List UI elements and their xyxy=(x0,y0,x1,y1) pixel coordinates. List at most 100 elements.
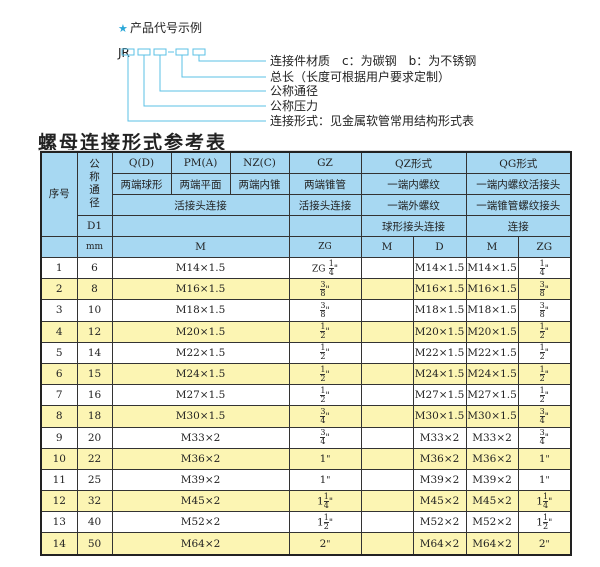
cell-dn: 22 xyxy=(76,447,113,470)
cell-zg: 3 8 " xyxy=(288,278,362,301)
header-nz: NZ(C) xyxy=(229,151,290,174)
cell-qz-d: M64×2 xyxy=(412,532,467,556)
table-row: 6 15 M24×1.5 1 2 " M24×1.5 M24×1.5 1 2 " xyxy=(40,362,572,386)
table-body: 1 6 M14×1.5 ZG 1 4 " M14×1.5 M14×1.5 1 4 " 2 8 M16×1.… xyxy=(40,256,572,556)
inch-mark: " xyxy=(544,391,549,402)
inch-mark: " xyxy=(325,433,330,444)
cell-qz-d: M45×2 xyxy=(412,490,467,513)
zg-numerator: 3 xyxy=(320,406,326,417)
cell-qz-d: M18×1.5 xyxy=(412,299,467,322)
cell-qg-m: M24×1.5 xyxy=(465,362,519,386)
zg-denominator: 8 xyxy=(539,309,545,319)
cell-dn: 32 xyxy=(76,490,113,513)
zg-whole: 1 xyxy=(536,516,543,529)
zg-denominator: 8 xyxy=(539,288,545,298)
inch-mark: " xyxy=(544,412,549,423)
zg-denominator: 2 xyxy=(539,352,545,362)
cell-m: M45×2 xyxy=(111,490,290,513)
table-row: 14 50 M64×2 2" M64×2 M64×2 2" xyxy=(40,532,572,556)
header-qz-ball: 球形接头连接 xyxy=(360,215,467,237)
inch-mark: " xyxy=(325,391,330,402)
cell-no: 7 xyxy=(40,384,78,407)
cell-qg-zg: 1 2 " xyxy=(517,320,572,343)
cell-qg-zg: 3 4 " xyxy=(517,405,572,428)
cell-qz-d: M30×1.5 xyxy=(412,405,467,428)
cell-no: 3 xyxy=(40,299,78,322)
inch-mark: " xyxy=(328,518,333,529)
zg-numerator: 3 xyxy=(320,279,326,290)
header-qg-connect: 连接 xyxy=(465,215,572,237)
cell-qz-m xyxy=(360,447,414,470)
zg-denominator: 4 xyxy=(320,437,326,447)
inch-mark: " xyxy=(548,497,553,508)
zg-whole: 2 xyxy=(538,537,546,550)
zg-denominator: 4 xyxy=(539,415,545,425)
cell-dn: 10 xyxy=(76,299,113,322)
cell-qz-d: M33×2 xyxy=(412,426,467,449)
inch-mark: " xyxy=(328,497,333,508)
zg-numerator: 1 xyxy=(323,512,329,523)
zg-numerator: 3 xyxy=(320,300,326,311)
cell-zg: 1" xyxy=(288,468,362,492)
zg-whole: 2 xyxy=(319,537,327,550)
cell-zg: 1 2 " xyxy=(288,384,362,407)
table-row: 10 22 M36×2 1" M36×2 M36×2 1" xyxy=(40,447,572,470)
table-row: 13 40 M52×2 1 1 2 " M52×2 M52×2 1 1 2 " xyxy=(40,511,572,534)
inch-mark: " xyxy=(325,327,330,338)
cell-m: M39×2 xyxy=(111,468,290,492)
cell-qg-zg: 1" xyxy=(517,447,572,470)
header-qz: QZ形式 xyxy=(360,151,467,174)
cell-qz-m xyxy=(360,511,414,534)
inch-mark: " xyxy=(326,539,331,550)
inch-mark: " xyxy=(325,370,330,381)
inch-mark: " xyxy=(548,518,553,529)
cell-no: 8 xyxy=(40,405,78,428)
inch-mark: " xyxy=(545,454,550,465)
cell-m: M36×2 xyxy=(111,447,290,470)
cell-no: 13 xyxy=(40,511,78,534)
inch-mark: " xyxy=(333,264,339,275)
inch-mark: " xyxy=(544,285,549,296)
cell-no: 10 xyxy=(40,447,78,470)
header-gz-joint: 活接头连接 xyxy=(288,194,362,216)
cell-qg-zg: 1 4 " xyxy=(517,256,572,280)
cell-qz-d: M14×1.5 xyxy=(412,256,467,280)
zg-numerator: 3 xyxy=(539,300,545,311)
header-qg-desc: 一端内螺纹活接头 xyxy=(465,173,572,195)
inch-mark: " xyxy=(544,327,549,338)
cell-qg-m: M20×1.5 xyxy=(465,320,519,343)
zg-denominator: 2 xyxy=(320,394,326,404)
zg-denominator: 2 xyxy=(539,331,545,341)
zg-denominator: 4 xyxy=(539,437,545,447)
zg-denominator: 2 xyxy=(320,352,326,362)
cell-qz-d: M27×1.5 xyxy=(412,384,467,407)
nut-connection-table: 序号 公称通径 Q(D) PM(A) NZ(C) GZ QZ形式 QG形式 两端… xyxy=(40,151,572,556)
cell-m: M24×1.5 xyxy=(111,362,290,386)
zg-denominator: 4 xyxy=(542,500,549,510)
zg-numerator: 1 xyxy=(539,258,545,269)
inch-mark: " xyxy=(325,348,330,359)
zg-whole: 1 xyxy=(319,452,327,465)
zg-numerator: 3 xyxy=(320,428,326,439)
cell-qg-m: M39×2 xyxy=(465,468,519,492)
cell-qz-m xyxy=(360,426,414,449)
zg-denominator: 2 xyxy=(320,331,326,341)
cell-zg: 3 4 " xyxy=(288,426,362,449)
cell-m: M20×1.5 xyxy=(111,320,290,343)
header-empty xyxy=(111,215,290,237)
header-qg-zg: ZG xyxy=(517,236,572,258)
cell-qg-m: M45×2 xyxy=(465,490,519,513)
cell-dn: 40 xyxy=(76,511,113,534)
cell-qg-zg: 2" xyxy=(517,532,572,556)
zg-numerator: 1 xyxy=(539,343,545,354)
